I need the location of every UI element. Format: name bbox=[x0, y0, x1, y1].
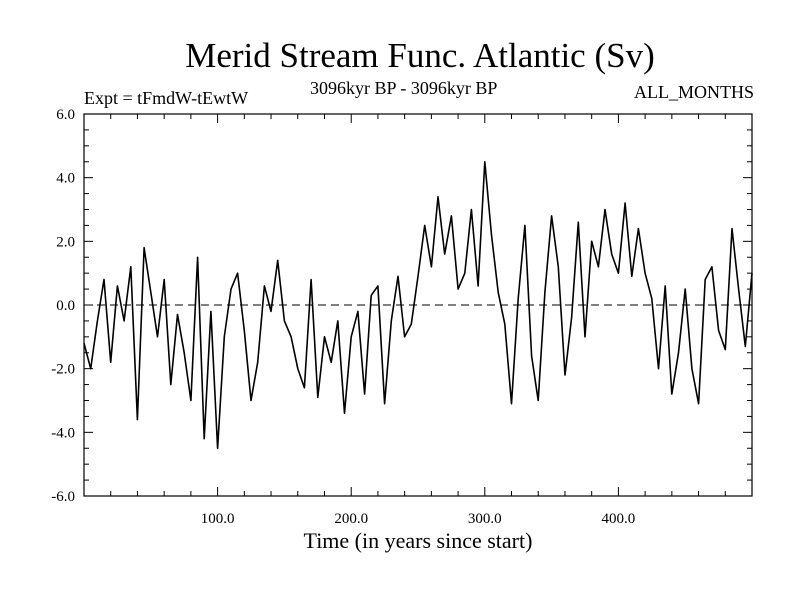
x-tick-label: 100.0 bbox=[201, 511, 235, 527]
y-tick-label: -2.0 bbox=[51, 362, 75, 378]
chart-title: Merid Stream Func. Atlantic (Sv) bbox=[185, 36, 655, 75]
time-range-label: 3096kyr BP - 3096kyr BP bbox=[310, 78, 498, 98]
y-tick-label: 4.0 bbox=[56, 171, 75, 187]
axis-ticks bbox=[84, 114, 752, 496]
months-label: ALL_MONTHS bbox=[634, 82, 754, 102]
y-tick-label: -6.0 bbox=[51, 489, 75, 505]
axis-tick-labels: 100.0 200.0 300.0 400.0 6.0 4.0 2.0 0.0 -2.0 -4.0… bbox=[51, 107, 635, 527]
x-tick-label: 400.0 bbox=[602, 511, 636, 527]
y-tick-label: 0.0 bbox=[56, 298, 75, 314]
x-axis-label: Time (in years since start) bbox=[303, 528, 533, 553]
experiment-label: Expt = tFmdW-tEwtW bbox=[84, 88, 249, 108]
x-tick-label: 300.0 bbox=[468, 511, 502, 527]
y-tick-label: -4.0 bbox=[51, 425, 75, 441]
series-line bbox=[83, 161, 753, 450]
y-tick-label: 6.0 bbox=[56, 107, 75, 123]
x-tick-label: 200.0 bbox=[334, 511, 368, 527]
y-tick-label: 2.0 bbox=[56, 234, 75, 250]
